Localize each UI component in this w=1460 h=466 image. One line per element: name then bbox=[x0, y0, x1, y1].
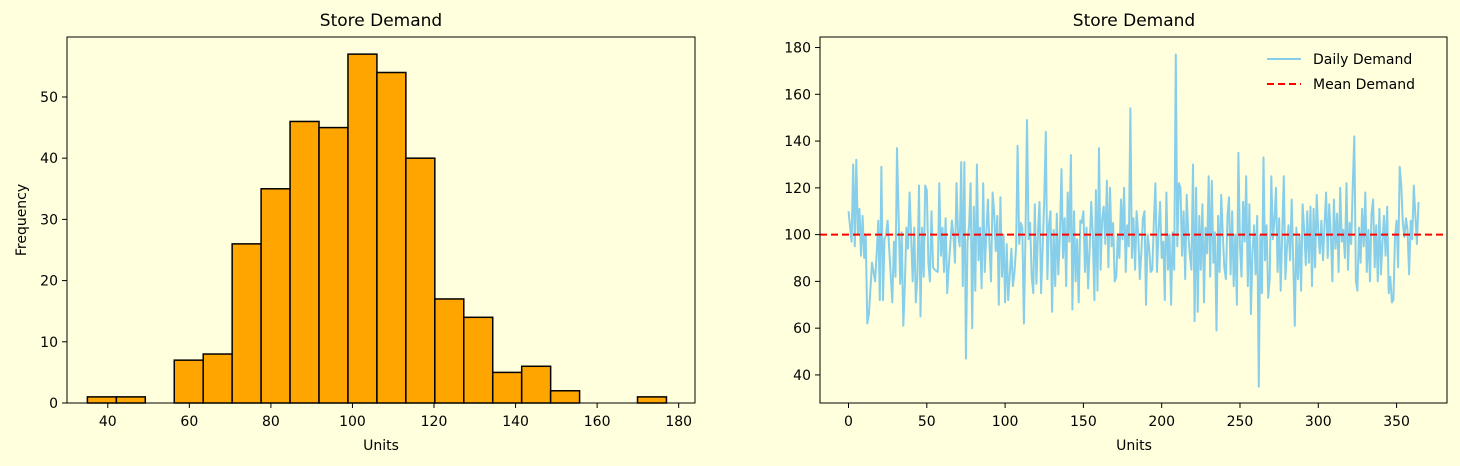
line-chart-x-tick-label: 300 bbox=[1305, 414, 1332, 430]
histogram-bar bbox=[289, 120, 320, 404]
line-chart-y-tick-label: 120 bbox=[784, 181, 811, 197]
line-chart-x-tick-label: 150 bbox=[1070, 414, 1097, 430]
histogram-x-ticks: 40 60 80 100 120 140 160 180 bbox=[99, 403, 692, 430]
histogram-axes-frame bbox=[66, 36, 696, 404]
legend-mean-demand-label: Mean Demand bbox=[1313, 77, 1415, 93]
line-chart-x-label: Units bbox=[1116, 438, 1152, 454]
histogram-y-tick-label: 10 bbox=[40, 335, 58, 351]
histogram-y-tick-label: 30 bbox=[40, 212, 58, 228]
line-chart-x-tick-label: 250 bbox=[1227, 414, 1254, 430]
daily-demand-line bbox=[847, 53, 1420, 388]
histogram-bar bbox=[376, 71, 407, 404]
line-chart-x-ticks: 0 50 100 150 200 250 300 350 bbox=[844, 403, 1410, 430]
line-chart-x-tick-label: 50 bbox=[918, 414, 936, 430]
histogram-x-label: Units bbox=[363, 438, 399, 454]
histogram-y-label: Frequency bbox=[14, 184, 30, 256]
histogram-x-tick-label: 140 bbox=[502, 414, 529, 430]
histogram-y-ticks: 0 10 20 30 40 50 bbox=[40, 90, 67, 412]
histogram-bar bbox=[115, 396, 147, 404]
histogram-chart: Store Demand 0 10 20 30 40 50 40 60 80 100 120 140… bbox=[14, 11, 696, 454]
histogram-bar bbox=[434, 298, 465, 404]
histogram-bar bbox=[549, 390, 581, 404]
histogram-y-tick-label: 0 bbox=[49, 396, 58, 412]
line-chart: Store Demand 40 60 80 100 120 140 160 180 0 50 10… bbox=[784, 11, 1448, 454]
line-chart-y-tick-label: 100 bbox=[784, 228, 811, 244]
histogram-bar bbox=[347, 53, 378, 404]
line-chart-title: Store Demand bbox=[1073, 11, 1195, 31]
histogram-bar bbox=[86, 396, 118, 404]
line-chart-x-tick-label: 350 bbox=[1383, 414, 1410, 430]
histogram-y-tick-label: 50 bbox=[40, 90, 58, 106]
histogram-y-tick-label: 40 bbox=[40, 151, 58, 167]
histogram-x-tick-label: 60 bbox=[180, 414, 198, 430]
line-chart-y-tick-label: 80 bbox=[793, 274, 811, 290]
line-chart-x-tick-label: 0 bbox=[844, 414, 853, 430]
line-chart-axes-frame bbox=[819, 36, 1448, 404]
histogram-bars bbox=[86, 53, 668, 404]
histogram-bar bbox=[202, 353, 233, 404]
histogram-bar bbox=[405, 157, 436, 404]
histogram-x-tick-label: 120 bbox=[421, 414, 448, 430]
histogram-x-tick-label: 160 bbox=[584, 414, 611, 430]
histogram-x-tick-label: 100 bbox=[339, 414, 366, 430]
histogram-x-tick-label: 180 bbox=[665, 414, 692, 430]
line-chart-y-tick-label: 160 bbox=[784, 87, 811, 103]
histogram-x-tick-label: 80 bbox=[262, 414, 280, 430]
histogram-x-tick-label: 40 bbox=[99, 414, 117, 430]
histogram-bar bbox=[260, 188, 291, 404]
histogram-bar bbox=[520, 365, 552, 404]
legend-daily-demand-label: Daily Demand bbox=[1313, 52, 1412, 68]
legend: Daily Demand Mean Demand bbox=[1267, 52, 1415, 93]
histogram-bar bbox=[231, 243, 262, 404]
histogram-bar bbox=[463, 316, 494, 404]
line-chart-y-tick-label: 140 bbox=[784, 134, 811, 150]
line-chart-y-tick-label: 180 bbox=[784, 41, 811, 57]
line-chart-x-tick-label: 200 bbox=[1148, 414, 1175, 430]
histogram-bar bbox=[636, 396, 668, 404]
line-chart-y-ticks: 40 60 80 100 120 140 160 180 bbox=[784, 41, 820, 384]
line-chart-x-tick-label: 100 bbox=[992, 414, 1019, 430]
histogram-bar bbox=[491, 371, 523, 404]
histogram-bar bbox=[173, 359, 204, 404]
line-chart-y-tick-label: 40 bbox=[793, 368, 811, 384]
histogram-y-tick-label: 20 bbox=[40, 274, 58, 290]
histogram-title: Store Demand bbox=[320, 11, 442, 31]
line-chart-y-tick-label: 60 bbox=[793, 321, 811, 337]
histogram-bar bbox=[318, 126, 349, 404]
